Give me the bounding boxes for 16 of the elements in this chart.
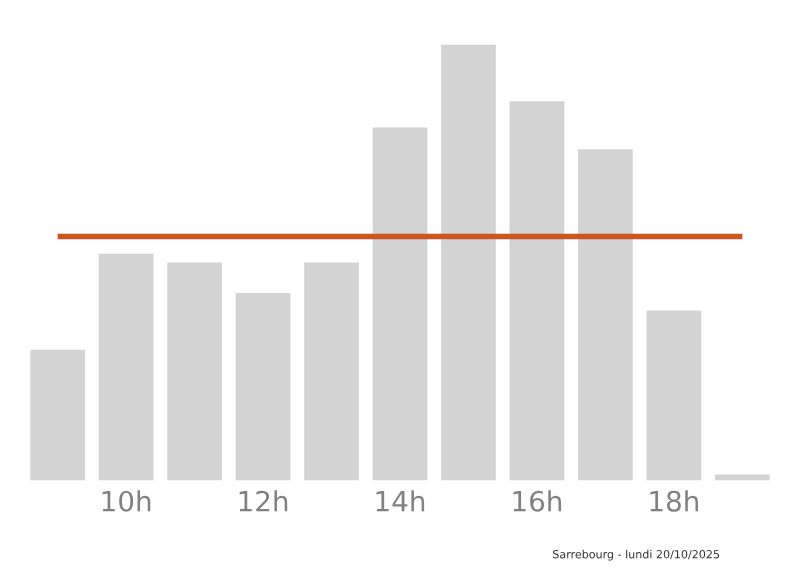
x-tick-label: 16h [513, 490, 562, 512]
x-tick-label: 12h [239, 490, 288, 512]
bar [304, 262, 359, 481]
bar [98, 253, 154, 481]
bar [235, 293, 291, 481]
x-tick-label: 18h [650, 490, 698, 512]
bar [578, 149, 633, 481]
bar [646, 310, 702, 481]
x-tick-label: 14h [376, 490, 425, 512]
bar [509, 101, 565, 481]
bar [441, 44, 496, 481]
bar [372, 127, 428, 481]
bar [30, 349, 86, 481]
x-tick-label: 10h [102, 490, 151, 512]
bar [714, 474, 770, 481]
bar [167, 262, 222, 481]
